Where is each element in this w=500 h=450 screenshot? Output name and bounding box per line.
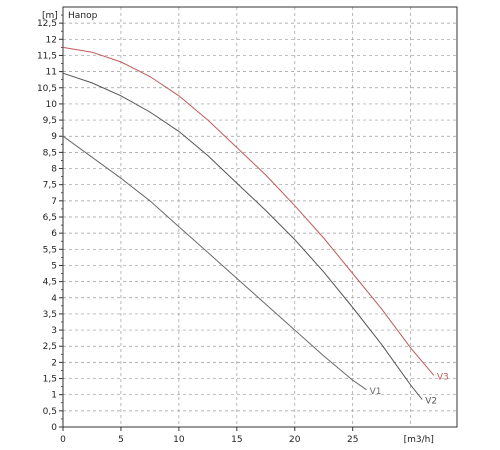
y-tick-label: 10,5: [37, 84, 57, 94]
grid: [63, 7, 457, 427]
y-tick-label: 3,5: [43, 310, 57, 320]
series-label-v2: V2: [425, 397, 437, 407]
x-tick-label: 10: [173, 435, 185, 445]
y-tick-label: 10: [46, 100, 58, 110]
y-tick-label: 11: [46, 68, 57, 78]
chart-title: Напор: [68, 11, 98, 21]
y-tick-label: 2: [51, 358, 57, 368]
x-tick-label: 5: [118, 435, 124, 445]
series-line-v3: [62, 46, 435, 376]
series-line-v2: [62, 72, 423, 400]
y-tick-label: 7,5: [43, 181, 57, 191]
x-tick-label: 25: [347, 435, 358, 445]
y-tick-label: 9: [51, 132, 57, 142]
y-tick-label: 4: [51, 294, 57, 304]
y-tick-label: 3: [51, 326, 57, 336]
y-tick-label: 8,5: [43, 148, 57, 158]
y-tick-label: 2,5: [43, 342, 57, 352]
series-lines: V1 V2 V3: [62, 46, 449, 407]
y-tick-label: 0,5: [43, 407, 57, 417]
y-tick-label: 1,5: [43, 375, 57, 385]
x-axis-label: [m3/h]: [404, 435, 434, 445]
series-line-v1: [62, 135, 367, 391]
y-tick-label: 11,5: [37, 51, 57, 61]
series-label-v1: V1: [370, 387, 382, 397]
y-tick-label: 4,5: [43, 278, 57, 288]
y-tick-label: 12,5: [37, 19, 57, 29]
y-tick-label: 8: [51, 165, 57, 175]
x-tick-label: 15: [231, 435, 242, 445]
y-tick-label: 0: [51, 423, 57, 433]
y-tick-label: 7: [51, 197, 57, 207]
y-tick-label: 12: [46, 35, 57, 45]
y-tick-label: 1: [51, 391, 57, 401]
series-label-v3: V3: [437, 372, 449, 382]
y-tick-label: 6,5: [43, 213, 57, 223]
axis-ticks: 00,511,522,533,544,555,566,577,588,599,5…: [37, 14, 358, 445]
y-tick-label: 5: [51, 261, 57, 271]
x-tick-label: 0: [60, 435, 66, 445]
y-tick-label: 9,5: [43, 116, 57, 126]
y-tick-label: 6: [51, 229, 57, 239]
x-tick-label: 20: [289, 435, 301, 445]
y-axis-label: [m]: [42, 11, 58, 21]
y-tick-label: 5,5: [43, 245, 57, 255]
